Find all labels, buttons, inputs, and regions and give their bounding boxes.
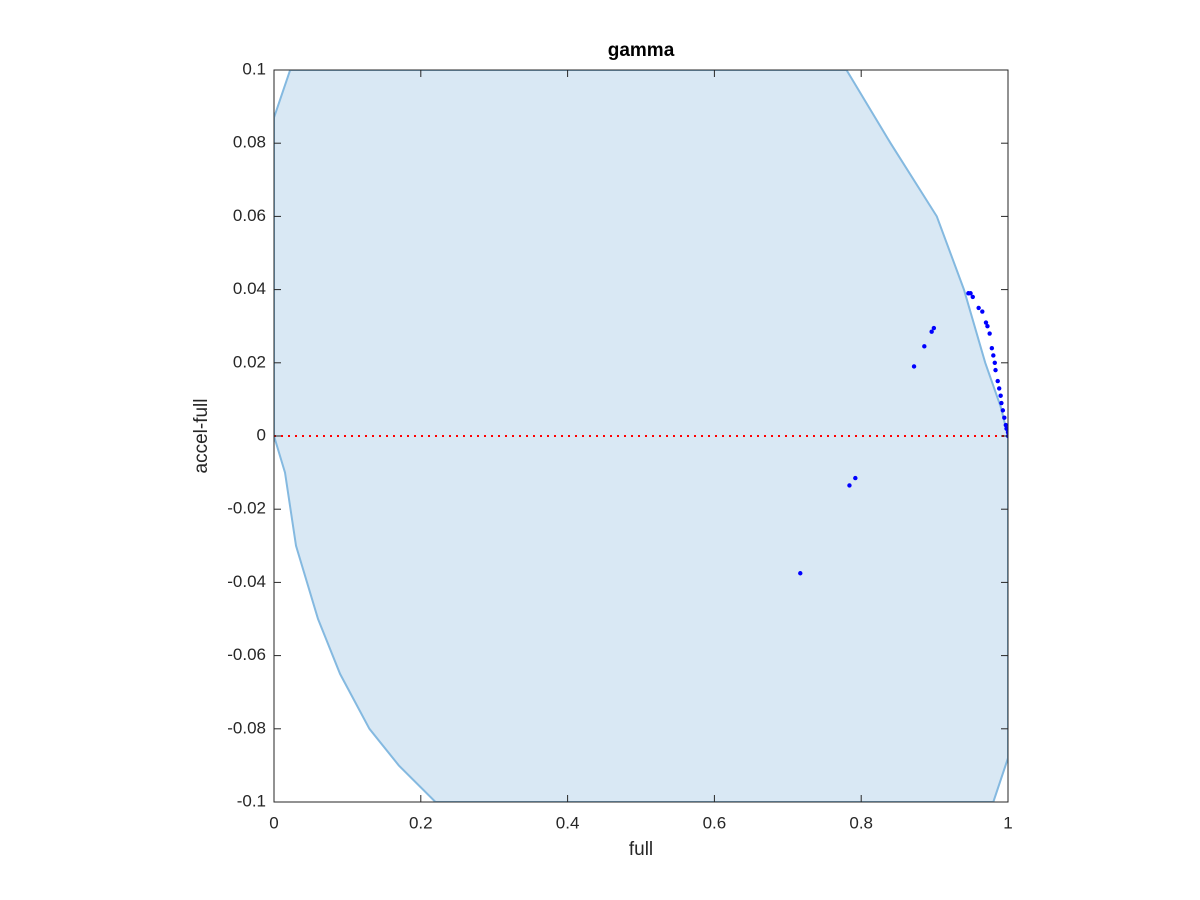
y-tick-label: -0.02 [227, 499, 266, 518]
point [970, 294, 975, 300]
point [1005, 430, 1008, 435]
y-tick-label: -0.06 [227, 645, 266, 664]
point [993, 367, 998, 373]
y-tick-label: 0.08 [233, 133, 266, 152]
x-tick-label: 0.8 [849, 813, 873, 832]
x-axis-label: full [629, 839, 653, 860]
x-tick-label: 1 [1003, 813, 1012, 832]
plot-area [274, 70, 1008, 802]
y-axis-label: accel-full [191, 399, 212, 474]
x-tick-label: 0.6 [703, 813, 727, 832]
point [976, 305, 981, 311]
point [1002, 415, 1007, 420]
point [987, 331, 992, 336]
point [853, 475, 858, 481]
y-tick-label: 0.04 [233, 279, 266, 298]
y-tick-label: 0.1 [242, 59, 266, 78]
point [1000, 408, 1006, 413]
point [798, 571, 803, 576]
y-tick-label: 0.02 [233, 352, 266, 371]
point [968, 291, 973, 296]
point [1003, 422, 1008, 428]
point [1004, 426, 1008, 431]
point [929, 329, 934, 334]
y-tick-label: -0.04 [227, 572, 266, 591]
point [989, 345, 995, 351]
x-tick-label: 0.4 [556, 813, 580, 832]
x-tick-label: 0.2 [409, 813, 433, 832]
y-tick-label: 0 [257, 425, 266, 444]
point [999, 400, 1004, 406]
shaded-region [274, 70, 1008, 802]
point [911, 364, 917, 369]
point [991, 353, 996, 358]
y-tick-label: 0.06 [233, 206, 266, 225]
x-tick-label: 0 [269, 813, 278, 832]
y-tick-label: -0.1 [237, 791, 266, 810]
point [996, 386, 1002, 391]
point [995, 378, 1000, 384]
point [980, 309, 985, 314]
y-tick-label: -0.08 [227, 718, 266, 737]
point [992, 360, 997, 365]
point [983, 320, 989, 325]
point [985, 324, 990, 329]
point [931, 325, 937, 331]
point [922, 344, 927, 349]
point [998, 393, 1003, 398]
chart-title: gamma [608, 40, 675, 61]
point [847, 483, 852, 488]
